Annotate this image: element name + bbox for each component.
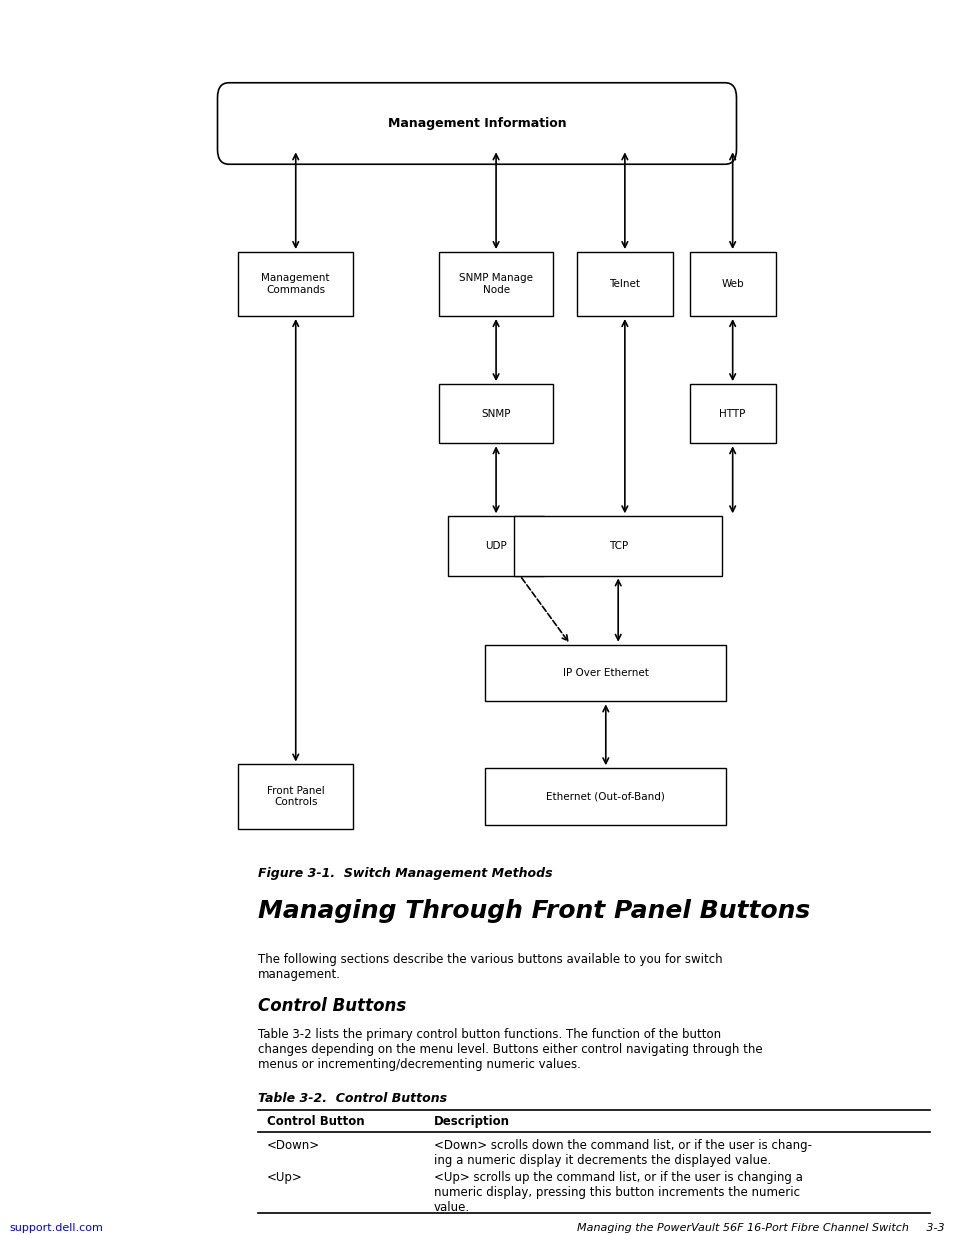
Text: <Up>: <Up> <box>267 1171 302 1184</box>
Text: UDP: UDP <box>485 541 506 551</box>
Text: TCP: TCP <box>608 541 627 551</box>
Text: <Up> scrolls up the command list, or if the user is changing a
numeric display, : <Up> scrolls up the command list, or if … <box>434 1171 802 1214</box>
Text: Description: Description <box>434 1115 510 1129</box>
Bar <box>238 252 353 316</box>
Text: Table 3-2.  Control Buttons: Table 3-2. Control Buttons <box>257 1092 446 1105</box>
Bar <box>689 384 775 443</box>
Text: IP Over Ethernet: IP Over Ethernet <box>562 668 648 678</box>
Text: Web: Web <box>720 279 743 289</box>
Bar <box>438 384 553 443</box>
Text: Telnet: Telnet <box>609 279 639 289</box>
Bar <box>438 252 553 316</box>
FancyBboxPatch shape <box>217 83 736 164</box>
Text: Management Information: Management Information <box>387 117 566 130</box>
Text: Ethernet (Out-of-Band): Ethernet (Out-of-Band) <box>546 792 664 802</box>
Text: Control Button: Control Button <box>267 1115 364 1129</box>
Text: Managing Through Front Panel Buttons: Managing Through Front Panel Buttons <box>257 899 809 923</box>
Text: <Down> scrolls down the command list, or if the user is chang-
ing a numeric dis: <Down> scrolls down the command list, or… <box>434 1139 811 1167</box>
Bar <box>577 252 672 316</box>
Bar <box>238 764 353 829</box>
Text: HTTP: HTTP <box>719 409 745 419</box>
Bar <box>484 768 726 825</box>
Text: Front Panel
Controls: Front Panel Controls <box>267 785 324 808</box>
Text: SNMP Manage
Node: SNMP Manage Node <box>458 273 533 295</box>
Text: Management
Commands: Management Commands <box>261 273 330 295</box>
Bar <box>448 516 543 576</box>
Text: Figure 3-1.  Switch Management Methods: Figure 3-1. Switch Management Methods <box>257 867 552 881</box>
Text: SNMP: SNMP <box>481 409 510 419</box>
Text: Control Buttons: Control Buttons <box>257 997 405 1015</box>
Bar <box>484 645 726 701</box>
Text: support.dell.com: support.dell.com <box>10 1223 103 1233</box>
Text: <Down>: <Down> <box>267 1139 320 1152</box>
Bar <box>689 252 775 316</box>
Text: Table 3-2 lists the primary control button functions. The function of the button: Table 3-2 lists the primary control butt… <box>257 1028 761 1071</box>
Text: Managing the PowerVault 56F 16-Port Fibre Channel Switch     3-3: Managing the PowerVault 56F 16-Port Fibr… <box>577 1223 943 1233</box>
Bar <box>514 516 721 576</box>
Text: The following sections describe the various buttons available to you for switch
: The following sections describe the vari… <box>257 953 721 982</box>
